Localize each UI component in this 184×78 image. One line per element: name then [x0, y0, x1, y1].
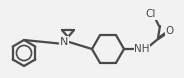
Text: Cl: Cl: [146, 9, 156, 19]
Text: O: O: [166, 26, 174, 36]
Text: NH: NH: [134, 44, 150, 54]
Text: N: N: [60, 37, 68, 47]
